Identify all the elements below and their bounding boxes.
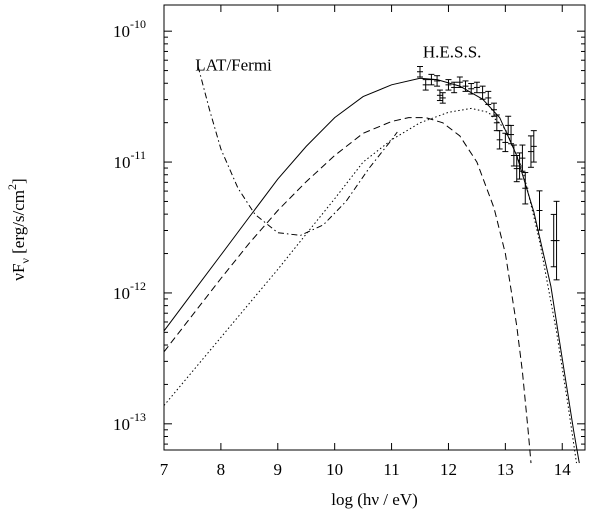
- hess-data-point: [428, 73, 435, 86]
- y-tick-label: 10-13: [113, 410, 146, 434]
- hess-data-point: [496, 130, 503, 150]
- hess-data-point: [436, 89, 443, 102]
- annotation-label: LAT/Fermi: [195, 55, 272, 74]
- series-dashed-curve: [163, 117, 532, 464]
- hess-data-point: [502, 132, 509, 153]
- hess-data-point: [434, 75, 441, 87]
- hess-data-point: [530, 130, 537, 163]
- hess-data-point: [473, 81, 480, 94]
- hess-data-point: [485, 90, 492, 105]
- series-dashdot-curve: [197, 66, 398, 236]
- y-tick-base: 10: [113, 415, 130, 434]
- y-tick-base: 10: [113, 153, 130, 172]
- y-tick-label: 10-10: [113, 17, 146, 41]
- y-axis-title-units: [erg/s/cm: [9, 190, 28, 258]
- y-tick-exponent: -12: [130, 279, 146, 293]
- hess-data-point: [536, 190, 543, 231]
- annotation-label: H.E.S.S.: [423, 42, 482, 61]
- y-tick-exponent: -13: [130, 410, 146, 424]
- hess-data-point: [553, 200, 560, 281]
- y-axis-title: νFν [erg/s/cm2]: [5, 178, 32, 280]
- hess-data-point: [468, 83, 475, 95]
- hess-data-point: [451, 81, 458, 94]
- y-axis-title-units-sup: 2: [5, 184, 19, 190]
- hess-data-point: [456, 76, 463, 88]
- x-tick-label: 11: [383, 460, 399, 479]
- plot-frame: [163, 4, 586, 451]
- series-dotted-curve: [163, 107, 577, 464]
- x-tick-label: 10: [326, 460, 343, 479]
- hess-data-point: [439, 92, 446, 104]
- hess-data-point: [527, 135, 534, 168]
- x-tick-label: 8: [217, 460, 226, 479]
- y-tick-exponent: -10: [130, 17, 146, 31]
- hess-data-point: [445, 79, 452, 91]
- y-tick-base: 10: [113, 22, 130, 41]
- hess-data-point: [508, 124, 515, 145]
- hess-data-point: [422, 79, 429, 91]
- y-tick-base: 10: [113, 284, 130, 303]
- hess-data-point: [462, 80, 469, 92]
- hess-data-point: [522, 172, 529, 205]
- y-axis-title-units-close: ]: [9, 178, 28, 184]
- hess-data-point: [519, 144, 526, 172]
- y-tick-exponent: -11: [130, 148, 146, 162]
- hess-data-point: [479, 85, 486, 100]
- x-tick-label: 9: [274, 460, 283, 479]
- hess-data-point: [417, 66, 424, 78]
- hess-data-point: [516, 152, 523, 180]
- x-tick-label: 7: [160, 460, 169, 479]
- y-axis-title-base: νF: [9, 264, 28, 281]
- series-solid-curve: [163, 77, 580, 464]
- y-tick-label: 10-11: [113, 148, 146, 172]
- y-axis-title-subscript: ν: [18, 258, 32, 264]
- y-tick-label: 10-12: [113, 279, 146, 303]
- hess-data-point: [490, 102, 497, 117]
- x-tick-label: 13: [497, 460, 514, 479]
- x-tick-label: 12: [440, 460, 457, 479]
- x-tick-label: 14: [554, 460, 572, 479]
- hess-data-point: [513, 155, 520, 183]
- x-axis-title: log (hν / eV): [331, 490, 418, 509]
